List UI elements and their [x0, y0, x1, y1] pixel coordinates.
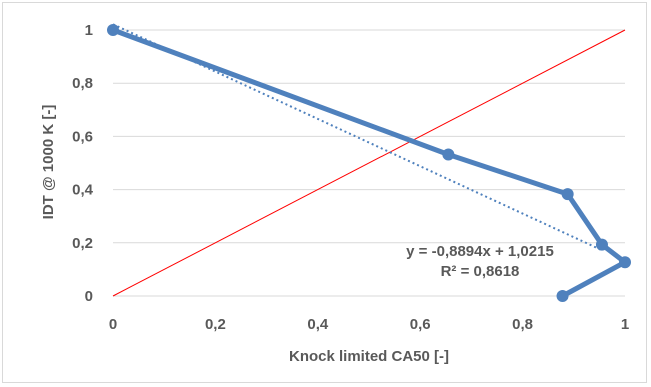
gridlines [113, 29, 625, 297]
data-point [595, 238, 608, 251]
reference-line [112, 29, 626, 297]
data-point [442, 148, 455, 161]
data-point [561, 188, 574, 201]
y-tick-label: 0 [85, 288, 93, 305]
y-tick-label: 0,6 [72, 128, 93, 145]
y-tick-label: 1 [85, 22, 93, 39]
data-point [619, 256, 631, 269]
x-tick-label: 0,4 [307, 316, 329, 333]
trendline-equation: y = -0,8894x + 1,0215 [406, 243, 554, 260]
data-point [107, 24, 119, 36]
x-tick-label: 0,2 [205, 316, 226, 333]
series-line [112, 27, 628, 299]
y-tick-label: 0,4 [72, 182, 94, 199]
x-tick-label: 0,8 [512, 316, 533, 333]
x-tick-label: 0,6 [410, 316, 431, 333]
x-tick-label: 0 [109, 316, 117, 333]
series-layer [107, 23, 631, 302]
x-axis-title: Knock limited CA50 [-] [289, 348, 449, 365]
data-point [556, 290, 569, 302]
trendline-r-squared: R² = 0,8618 [441, 263, 520, 280]
y-axis-title: IDT @ 1000 K [-] [40, 105, 57, 220]
y-tick-label: 0,2 [72, 235, 93, 252]
x-tick-labels: 0 0,2 0,4 0,6 0,8 1 [109, 316, 629, 333]
chart-frame [2, 2, 647, 383]
y-tick-labels: 0 0,2 0,4 0,6 0,8 1 [72, 22, 94, 305]
x-tick-label: 1 [621, 316, 629, 333]
y-tick-label: 0,8 [72, 75, 93, 92]
